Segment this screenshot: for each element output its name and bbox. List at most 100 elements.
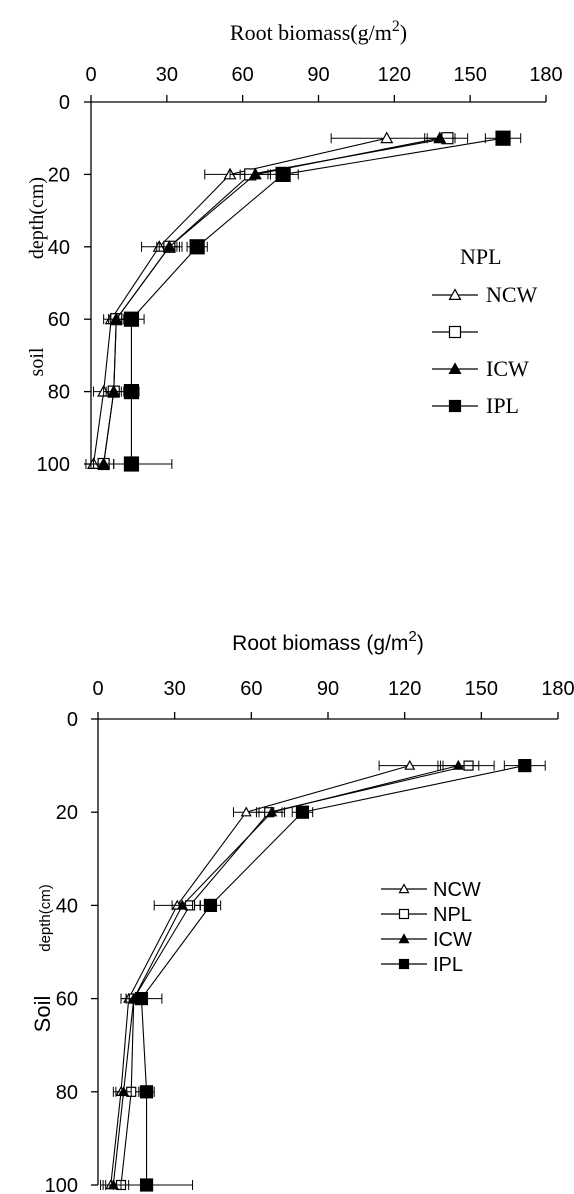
data-point — [123, 384, 140, 400]
data-point — [248, 167, 262, 180]
legend-item: ICW — [381, 929, 472, 951]
data-point — [203, 898, 218, 913]
y-axis-title-part2: depth(cm) — [37, 884, 54, 952]
series-line — [103, 137, 448, 465]
chart-2: 0 30 60 90 120 150 180 0 20 40 60 80 100 Root biomass… — [30, 628, 574, 1194]
x-axis-title: Root biomass(g/m2) — [230, 18, 407, 45]
legend-marker — [398, 958, 410, 970]
legend-label: NCW — [433, 879, 481, 901]
series-line — [112, 765, 459, 1186]
legend-item: NCW — [381, 879, 481, 901]
legend-label: IPL — [486, 393, 519, 418]
x-tick-label: 0 — [85, 64, 96, 86]
legend-marker — [448, 399, 462, 413]
series-icw — [105, 759, 480, 1190]
legend-marker — [448, 362, 462, 374]
data-point — [404, 759, 416, 770]
x-tick-label: 120 — [388, 678, 421, 700]
y-tick-label: 0 — [67, 709, 78, 731]
x-tick-label: 30 — [156, 64, 178, 86]
legend-item: NPL — [381, 904, 472, 926]
y-tick-label: 60 — [56, 989, 78, 1011]
x-axis-title-close: ) — [400, 20, 407, 45]
data-point — [176, 899, 188, 910]
data-point — [295, 805, 310, 819]
legend: NPL NCW ICW IPL — [432, 244, 538, 418]
data-point — [139, 1085, 154, 1099]
data-point — [107, 384, 121, 397]
x-tick-label: 150 — [465, 678, 498, 700]
data-point — [162, 240, 176, 252]
x-axis-title-main: Root biomass (g/m — [232, 632, 408, 655]
legend-marker — [398, 933, 410, 944]
y-tick-label: 40 — [56, 895, 78, 917]
legend-label: IPL — [433, 954, 463, 976]
data-point — [97, 457, 111, 469]
legend-marker — [448, 288, 462, 300]
x-tick-label: 90 — [317, 678, 339, 700]
data-point — [495, 130, 511, 146]
x-axis-title-main: Root biomass(g/m — [230, 20, 392, 45]
data-point — [189, 239, 205, 255]
axes: 0 30 60 90 120 150 180 0 20 40 60 80 100 — [37, 64, 563, 476]
x-tick-label: 60 — [240, 678, 262, 700]
y-axis-title-part2: depth(cm) — [26, 177, 48, 259]
y-tick-label: 20 — [56, 802, 78, 824]
data-point — [139, 1178, 154, 1192]
x-tick-label: 120 — [378, 64, 411, 86]
x-axis-title-superscript: 2 — [408, 628, 416, 645]
legend: NCW NPL ICW IPL — [381, 879, 481, 976]
legend-marker — [398, 883, 410, 894]
data-point — [240, 806, 252, 817]
x-tick-label: 60 — [232, 64, 254, 86]
x-axis-title-superscript: 2 — [392, 18, 400, 35]
y-tick-label: 80 — [48, 382, 70, 404]
data-point — [134, 991, 149, 1006]
series-line — [110, 765, 410, 1186]
data-point — [452, 759, 464, 770]
axes: 0 30 60 90 120 150 180 0 20 40 60 80 100 — [45, 678, 574, 1194]
series-ipl — [100, 758, 546, 1192]
y-tick-label: 80 — [56, 1082, 78, 1104]
legend-item: IPL — [432, 393, 519, 418]
x-tick-label: 150 — [453, 64, 486, 86]
data-point — [275, 166, 291, 182]
data-point — [123, 311, 140, 327]
series-unnamed — [93, 132, 469, 471]
y-tick-label: 60 — [48, 309, 70, 331]
x-tick-label: 180 — [541, 678, 574, 700]
legend-marker — [398, 908, 410, 920]
legend-marker — [448, 325, 462, 339]
series-ncw — [85, 131, 443, 469]
legend-title: NPL — [460, 244, 502, 269]
legend-label: ICW — [486, 356, 529, 381]
x-tick-label: 90 — [307, 64, 329, 86]
chart-1: 0 30 60 90 120 150 180 0 20 40 60 80 100 Root biomass… — [26, 18, 563, 476]
legend-item: IPL — [381, 954, 463, 976]
legend-label: NPL — [433, 904, 472, 926]
x-axis-title-close: ) — [417, 632, 424, 655]
data-point — [118, 1086, 130, 1097]
y-axis-title-part1: soil — [26, 347, 48, 376]
y-tick-label: 100 — [37, 454, 70, 476]
legend-label: ICW — [433, 929, 472, 951]
series-ncw — [102, 759, 441, 1190]
legend-label: NCW — [486, 282, 538, 307]
series-line — [130, 137, 504, 464]
x-tick-label: 180 — [529, 64, 562, 86]
x-tick-label: 0 — [92, 678, 103, 700]
y-tick-label: 100 — [45, 1175, 78, 1194]
legend-item: NCW — [432, 282, 538, 307]
series-line — [120, 765, 469, 1186]
data-point — [123, 456, 140, 472]
legend-item — [432, 325, 478, 339]
y-tick-label: 20 — [48, 164, 70, 186]
y-axis-title-part1: Soil — [30, 996, 55, 1033]
y-tick-label: 40 — [48, 237, 70, 259]
x-axis-title: Root biomass (g/m2) — [232, 628, 424, 655]
series-line — [103, 137, 440, 465]
data-point — [518, 758, 532, 773]
data-point — [433, 131, 447, 144]
data-point — [266, 806, 278, 817]
